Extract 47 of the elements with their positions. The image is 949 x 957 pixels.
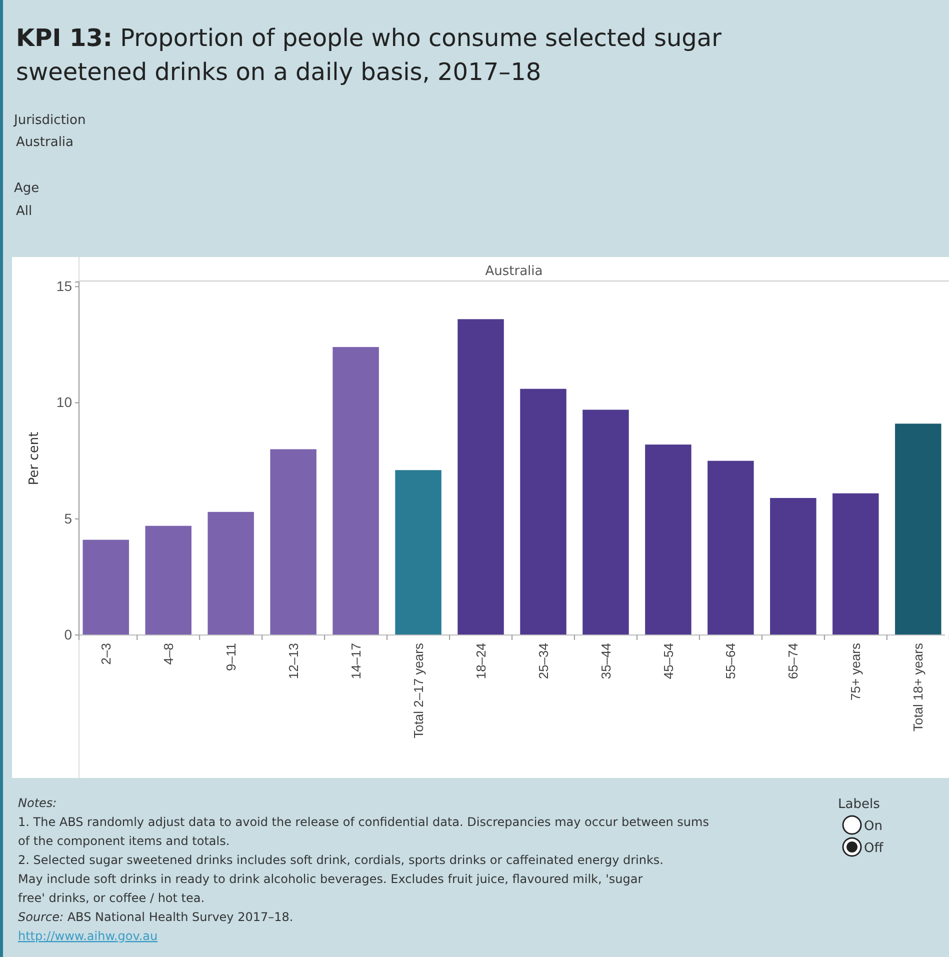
bar [708,460,754,635]
x-tick-label: 65–74 [786,643,801,680]
text: Australia [16,135,74,150]
text: Labels [838,797,880,812]
text: Jurisdiction [13,113,86,128]
bar [458,319,504,635]
x-tick-label: 25–34 [536,643,551,680]
text: Notes: [18,796,57,810]
bar [645,444,692,635]
x-tick-label: 14–17 [348,643,364,680]
source-note: Source: ABS National Health Survey 2017–18. [18,910,294,924]
bar [332,347,379,635]
x-tick-label: 18–24 [473,643,488,680]
x-tick-label: 35–44 [598,643,614,680]
bar [270,449,316,635]
bar [895,424,942,635]
text: On [864,819,882,834]
y-axis-title: Per cent [27,432,42,486]
text: 2. Selected sugar sweetened drinks includes soft drink, cordials, sports drinks or caffeinated energy drinks. May include soft drinks in ready to drink alcoholic beverages. Excludes fruit juice, flavoured milk, 'sugar free' drinks, or coffee / hot tea. [18,853,664,905]
text: http://www.aihw.gov.au [18,929,158,943]
bar [832,493,879,635]
x-tick-label: 2–3 [98,643,114,665]
bar [208,512,254,635]
y-tick-label: 0 [64,626,72,642]
bar [395,470,442,635]
x-tick-label: 4–8 [160,643,176,665]
text: Age [14,181,40,196]
x-tick-label: 75+ years [848,642,864,700]
chart-title: KPI 13: Proportion of people who consume selected sugar sweetened drinks on a daily basis, 2017–18 [16,24,722,86]
bar [145,526,192,635]
text: Off [864,841,884,856]
y-tick-label: 10 [56,394,72,410]
x-tick-label: 9–11 [223,643,238,671]
x-tick-label: 55–64 [723,643,738,680]
bar [520,388,566,635]
text: 1. The ABS randomly adjust data to avoid the release of confidential data. Discrepancies may occur between sums of the component items and totals. [18,815,709,848]
text: Australia [485,264,543,279]
x-tick-label: 12–13 [286,643,301,680]
y-tick-label: 15 [56,278,72,294]
x-tick-label: 45–54 [660,643,676,680]
bar [82,540,129,635]
x-tick-label: Total 18+ years [910,642,926,732]
y-tick-label: 5 [64,510,72,526]
x-tick-label: Total 2–17 years [410,642,426,738]
bar [582,410,629,635]
bar [770,498,816,635]
text: All [16,204,32,219]
